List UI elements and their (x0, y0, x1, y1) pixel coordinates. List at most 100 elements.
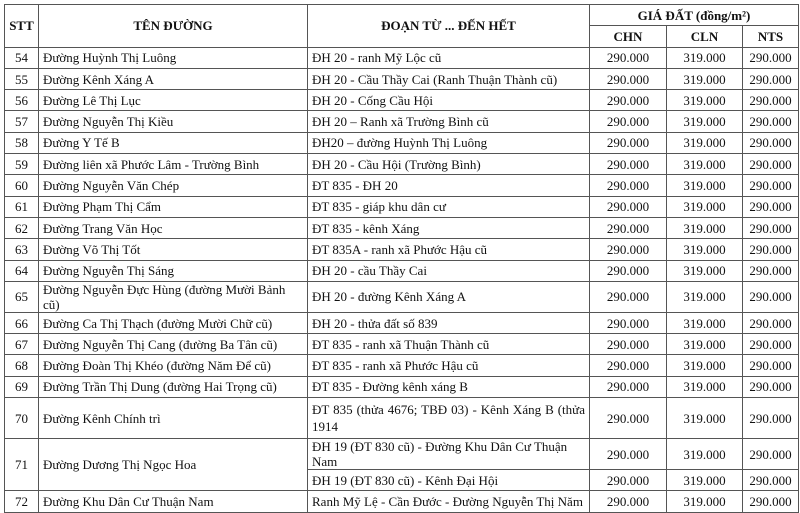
price-nts-cell: 290.000 (742, 216, 799, 240)
header-price-group: GIÁ ĐẤT (đồng/m²) (589, 3, 799, 27)
price-nts-cell: 290.000 (742, 238, 799, 261)
segment-cell: ĐH 20 - thửa đất số 839 (307, 311, 590, 335)
price-chn-cell: 290.000 (589, 153, 667, 176)
price-cln-cell: 319.000 (666, 397, 743, 440)
stt-cell: 70 (4, 397, 39, 440)
segment-cell: ĐH 20 - ranh Mỹ Lộc cũ (307, 46, 590, 69)
price-cln-cell: 319.000 (666, 469, 743, 492)
price-chn-cell: 290.000 (589, 397, 667, 440)
price-cln-cell: 319.000 (666, 238, 743, 261)
table-row: 54 Đường Huỳnh Thị Luông ĐH 20 - ranh Mỹ L… (4, 46, 799, 69)
table-row: 71 Đường Dương Thị Ngọc Hoa ĐH 19 (ĐT 830 … (4, 438, 799, 492)
table-row: 60 Đường Nguyễn Văn Chép ĐT 835 - ĐH 20 290… (4, 174, 799, 197)
street-name-cell: Đường Dương Thị Ngọc Hoa (38, 438, 308, 492)
price-cln-cell: 319.000 (666, 67, 743, 91)
segment-cell: ĐH 20 - Cầu Hội (Trường Bình) (307, 153, 590, 176)
price-chn-cell: 290.000 (589, 110, 667, 133)
price-chn-cell: 290.000 (589, 280, 667, 313)
price-cln-cell: 319.000 (666, 490, 743, 513)
street-name-cell: Đường Võ Thị Tốt (38, 238, 308, 261)
price-nts-cell: 290.000 (742, 174, 799, 197)
price-nts-cell: 290.000 (742, 153, 799, 176)
header-stt: STT (4, 4, 39, 48)
price-chn-cell: 290.000 (589, 469, 667, 492)
stt-cell: 65 (4, 280, 39, 313)
header-cln: CLN (666, 25, 743, 48)
header-street-name: TÊN ĐƯỜNG (38, 4, 308, 48)
price-cln-cell: 319.000 (666, 110, 743, 133)
stt-cell: 54 (4, 46, 39, 69)
street-name-cell: Đường Nguyễn Thị Sáng (38, 259, 308, 282)
segment-cell: ĐT 835 - ranh xã Phước Hậu cũ (307, 354, 590, 377)
price-nts-cell: 290.000 (742, 375, 799, 399)
table-row: 58 Đường Y Tế B ĐH20 – đường Huỳnh Thị Luô… (4, 131, 799, 155)
street-name-cell: Đường Phạm Thị Cẩm (38, 195, 308, 218)
price-nts-cell: 290.000 (742, 397, 799, 440)
price-cln-cell: 319.000 (666, 259, 743, 282)
stt-cell: 64 (4, 259, 39, 282)
segment-cell: ĐH 20 - Cầu Thầy Cai (Ranh Thuận Thành c… (307, 67, 590, 91)
stt-cell: 56 (4, 89, 39, 112)
segment-cell: ĐT 835 - ĐH 20 (307, 174, 590, 197)
segment-cell: ĐT 835 - kênh Xáng (307, 216, 590, 240)
price-chn-cell: 290.000 (589, 490, 667, 513)
table-row: 56 Đường Lê Thị Lục ĐH 20 - Cống Cầu Hội 29… (4, 89, 799, 112)
price-nts-cell: 290.000 (742, 280, 799, 313)
table-row: 57 Đường Nguyễn Thị Kiều ĐH 20 – Ranh xã T… (4, 110, 799, 133)
price-nts-cell: 290.000 (742, 311, 799, 335)
price-nts-cell: 290.000 (742, 195, 799, 218)
price-nts-cell: 290.000 (742, 110, 799, 133)
segment-cell: ĐH 20 - cầu Thầy Cai (307, 259, 590, 282)
land-price-table: STT TÊN ĐƯỜNG ĐOẠN TỪ ... ĐẾN HẾT GIÁ ĐẤ… (4, 3, 799, 513)
segment-cell: ĐT 835 - giáp khu dân cư (307, 195, 590, 218)
price-cln-cell: 319.000 (666, 438, 743, 471)
price-chn-cell: 290.000 (589, 89, 667, 112)
price-chn-cell: 290.000 (589, 67, 667, 91)
stt-cell: 66 (4, 311, 39, 335)
stt-cell: 60 (4, 174, 39, 197)
segment-cell: ĐH 19 (ĐT 830 cũ) - Kênh Đại Hội (307, 469, 590, 492)
price-cln-cell: 319.000 (666, 216, 743, 240)
price-chn-cell: 290.000 (589, 259, 667, 282)
price-chn-cell: 290.000 (589, 216, 667, 240)
segment-cell: ĐH 20 - Cống Cầu Hội (307, 89, 590, 112)
segment-cell: ĐT 835 - ranh xã Thuận Thành cũ (307, 333, 590, 356)
price-chn-cell: 290.000 (589, 438, 667, 471)
header-row: STT TÊN ĐƯỜNG ĐOẠN TỪ ... ĐẾN HẾT GIÁ ĐẤ… (4, 3, 799, 48)
stt-cell: 57 (4, 110, 39, 133)
table-row: 65 Đường Nguyễn Đực Hùng (đường Mười Bảnh… (4, 280, 799, 313)
table-body: 54 Đường Huỳnh Thị Luông ĐH 20 - ranh Mỹ L… (4, 46, 799, 513)
street-name-cell: Đường Nguyễn Đực Hùng (đường Mười Bảnh c… (38, 280, 308, 313)
price-nts-cell: 290.000 (742, 46, 799, 69)
price-nts-cell: 290.000 (742, 131, 799, 155)
street-name-cell: Đường Kênh Chính trì (38, 397, 308, 440)
table-row: 64 Đường Nguyễn Thị Sáng ĐH 20 - cầu Thầy … (4, 259, 799, 282)
segment-cell: ĐH20 – đường Huỳnh Thị Luông (307, 131, 590, 155)
table-row: 55 Đường Kênh Xáng A ĐH 20 - Cầu Thầy Cai … (4, 67, 799, 91)
header-chn: CHN (589, 25, 667, 48)
price-cln-cell: 319.000 (666, 131, 743, 155)
stt-cell: 55 (4, 67, 39, 91)
table-row: ĐH 19 (ĐT 830 cũ) - Kênh Đại Hội 290.000 3… (5, 469, 799, 492)
stt-cell: 68 (4, 354, 39, 377)
table-row: 68 Đường Đoàn Thị Khéo (đường Năm Để cũ) Đ… (4, 354, 799, 377)
price-chn-cell: 290.000 (589, 333, 667, 356)
street-name-cell: Đường Nguyễn Văn Chép (38, 174, 308, 197)
price-chn-cell: 290.000 (589, 46, 667, 69)
segment-cell: ĐT 835 (thửa 4676; TBĐ 03) - Kênh Xáng B… (307, 397, 590, 440)
price-cln-cell: 319.000 (666, 354, 743, 377)
street-name-cell: Đường Huỳnh Thị Luông (38, 46, 308, 69)
segment-cell: ĐH 19 (ĐT 830 cũ) - Đường Khu Dân Cư Thu… (307, 438, 590, 471)
price-nts-cell: 290.000 (742, 259, 799, 282)
table-row: 72 Đường Khu Dân Cư Thuận Nam Ranh Mỹ Lệ -… (4, 490, 799, 513)
table-row: 66 Đường Ca Thị Thạch (đường Mười Chữ cũ)… (4, 311, 799, 335)
segment-cell: ĐH 20 - đường Kênh Xáng A (307, 280, 590, 313)
street-name-cell: Đường liên xã Phước Lâm - Trường Bình (38, 153, 308, 176)
price-nts-cell: 290.000 (742, 438, 799, 471)
price-chn-cell: 290.000 (589, 354, 667, 377)
price-nts-cell: 290.000 (742, 490, 799, 513)
price-cln-cell: 319.000 (666, 174, 743, 197)
price-nts-cell: 290.000 (742, 354, 799, 377)
price-chn-cell: 290.000 (589, 238, 667, 261)
price-cln-cell: 319.000 (666, 46, 743, 69)
